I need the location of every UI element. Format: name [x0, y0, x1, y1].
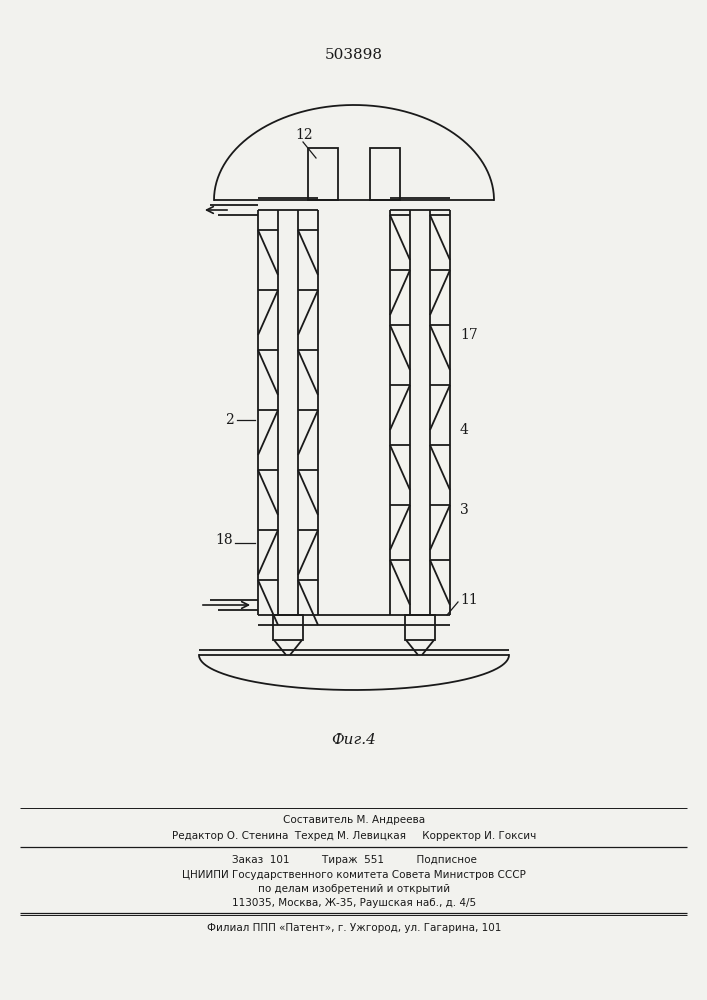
Text: ЦНИИПИ Государственного комитета Совета Министров СССР: ЦНИИПИ Государственного комитета Совета … [182, 870, 526, 880]
Text: Составитель М. Андреева: Составитель М. Андреева [283, 815, 425, 825]
Text: 2: 2 [225, 413, 234, 427]
Text: по делам изобретений и открытий: по делам изобретений и открытий [258, 884, 450, 894]
Bar [405, 615, 435, 640]
Text: 18: 18 [215, 533, 233, 547]
Text: Фиг.4: Фиг.4 [332, 733, 376, 747]
Text: 113035, Москва, Ж-35, Раушская наб., д. 4/5: 113035, Москва, Ж-35, Раушская наб., д. … [232, 898, 476, 908]
Bar [308, 148, 338, 200]
Text: 17: 17 [460, 328, 478, 342]
Text: Редактор О. Стенина  Техред М. Левицкая     Корректор И. Гоксич: Редактор О. Стенина Техред М. Левицкая К… [172, 831, 536, 841]
Bar [273, 615, 303, 640]
Text: 4: 4 [460, 423, 469, 437]
Text: 11: 11 [460, 593, 478, 607]
Text: 12: 12 [295, 128, 312, 142]
Text: Филиал ППП «Патент», г. Ужгород, ул. Гагарина, 101: Филиал ППП «Патент», г. Ужгород, ул. Гаг… [207, 923, 501, 933]
Text: 503898: 503898 [325, 48, 383, 62]
Text: 3: 3 [460, 503, 469, 517]
Text: Заказ  101          Тираж  551          Подписное: Заказ 101 Тираж 551 Подписное [232, 855, 477, 865]
Bar [370, 148, 400, 200]
